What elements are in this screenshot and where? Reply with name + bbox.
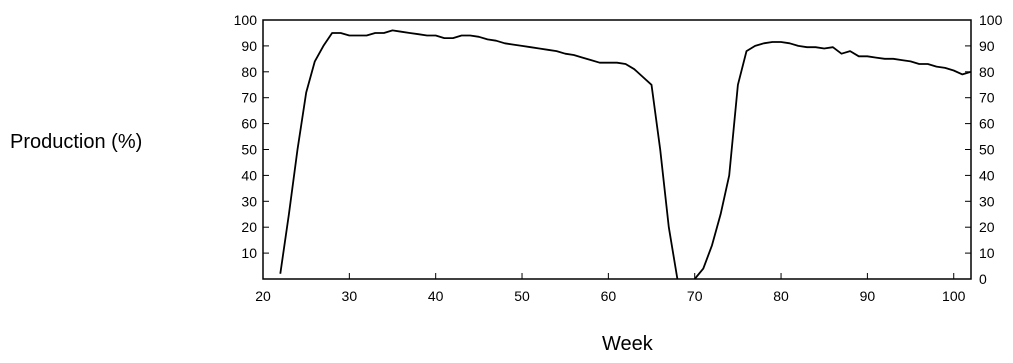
- y-tick-label-left: 100: [234, 12, 258, 28]
- x-tick-label: 80: [773, 288, 789, 304]
- y-tick-label-right: 10: [979, 245, 995, 261]
- y-tick-label-right: 80: [979, 64, 995, 80]
- x-tick-label: 40: [428, 288, 444, 304]
- y-tick-label-left: 20: [241, 219, 257, 235]
- y-tick-label-right: 40: [979, 167, 995, 183]
- y-tick-label-left: 80: [241, 64, 257, 80]
- series-line-1: [279, 29, 679, 280]
- x-tick-label: 30: [342, 288, 358, 304]
- x-tick-label: 50: [514, 288, 530, 304]
- series-layer: [279, 29, 972, 280]
- y-tick-label-right: 90: [979, 38, 995, 54]
- x-tick-label: 70: [687, 288, 703, 304]
- y-tick-label-right: 70: [979, 90, 995, 106]
- y-tick-label-right: 20: [979, 219, 995, 235]
- plot-frame: [262, 19, 972, 280]
- y-axis-label: Production (%): [10, 131, 143, 153]
- x-axis-label: Week: [602, 333, 653, 355]
- y-tick-label-right: 0: [979, 271, 987, 287]
- y-tick-label-left: 70: [241, 90, 257, 106]
- y-tick-label-right: 30: [979, 193, 995, 209]
- y-tick-label-left: 40: [241, 167, 257, 183]
- y-tick-label-right: 50: [979, 142, 995, 158]
- y-tick-label-right: 60: [979, 116, 995, 132]
- y-tick-label-left: 10: [241, 245, 257, 261]
- y-tick-label-left: 60: [241, 116, 257, 132]
- x-tick-label: 100: [942, 288, 966, 304]
- y-tick-label-left: 30: [241, 193, 257, 209]
- x-tick-label: 20: [255, 288, 271, 304]
- x-tick-label: 90: [860, 288, 876, 304]
- y-tick-label-right: 100: [979, 12, 1003, 28]
- series-line-2: [694, 41, 972, 280]
- y-tick-label-left: 50: [241, 142, 257, 158]
- x-tick-label: 60: [601, 288, 617, 304]
- axis-ticks: 20 30 40 50 60 70 80 90 100102030405060708090100…: [234, 12, 1003, 304]
- y-tick-label-left: 90: [241, 38, 257, 54]
